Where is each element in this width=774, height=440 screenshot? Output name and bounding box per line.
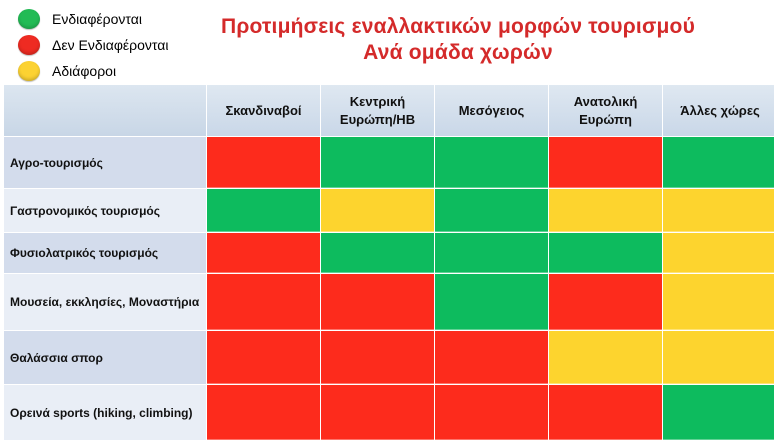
row-label: Θαλάσσια σπορ (4, 331, 206, 384)
table-cell-yellow (663, 189, 774, 232)
table-cell-yellow (663, 233, 774, 273)
green-dot-icon (18, 9, 40, 29)
table-cell-green (435, 137, 548, 188)
row-label: Αγρο-τουρισμός (4, 137, 206, 188)
table-cell-red (435, 331, 548, 384)
table-cell-red (549, 274, 662, 330)
table-cell-yellow (549, 189, 662, 232)
legend-label: Ενδιαφέρονται (52, 11, 142, 27)
table-cell-green (663, 385, 774, 440)
red-dot-icon (18, 35, 40, 55)
column-header: Άλλες χώρες (663, 85, 774, 136)
row-label: Γαστρονομικός τουρισμός (4, 189, 206, 232)
table-cell-red (321, 274, 434, 330)
table-cell-yellow (663, 331, 774, 384)
column-header: Μεσόγειος (435, 85, 548, 136)
table-cell-green (435, 189, 548, 232)
table-cell-red (207, 385, 320, 440)
table-cell-red (435, 385, 548, 440)
legend-item-interested: Ενδιαφέρονται (18, 6, 168, 32)
table-cell-red (207, 137, 320, 188)
legend-item-indifferent: Αδιάφοροι (18, 58, 168, 84)
table-cell-green (549, 233, 662, 273)
table-corner-header (4, 85, 206, 136)
row-label: Μουσεία, εκκλησίες, Μοναστήρια (4, 274, 206, 330)
chart-title: Προτιμήσεις εναλλακτικών μορφών τουρισμο… (200, 14, 716, 66)
row-label: Ορεινά sports (hiking, climbing) (4, 385, 206, 440)
table-cell-yellow (549, 331, 662, 384)
legend: Ενδιαφέρονται Δεν Ενδιαφέρονται Αδιάφορο… (18, 6, 168, 84)
column-header: Ανατολική Ευρώπη (549, 85, 662, 136)
table-cell-green (321, 233, 434, 273)
column-header: Σκανδιναβοί (207, 85, 320, 136)
column-header: Κεντρική Ευρώπη/ΗΒ (321, 85, 434, 136)
table-cell-red (549, 137, 662, 188)
table-cell-yellow (663, 274, 774, 330)
table-cell-red (207, 233, 320, 273)
table-cell-green (435, 233, 548, 273)
legend-label: Δεν Ενδιαφέρονται (52, 37, 169, 53)
legend-item-not-interested: Δεν Ενδιαφέρονται (18, 32, 168, 58)
title-line-2: Ανά ομάδα χωρών (363, 41, 553, 64)
title-line-1: Προτιμήσεις εναλλακτικών μορφών τουρισμο… (220, 15, 696, 38)
table-cell-green (207, 189, 320, 232)
table-cell-red (549, 385, 662, 440)
table-cell-green (663, 137, 774, 188)
table-cell-green (321, 137, 434, 188)
table-cell-yellow (321, 189, 434, 232)
table-cell-red (321, 331, 434, 384)
row-label: Φυσιολατρικός τουρισμός (4, 233, 206, 273)
yellow-dot-icon (18, 61, 40, 81)
table-cell-red (321, 385, 434, 440)
preference-table: Σκανδιναβοί Κεντρική Ευρώπη/ΗΒ Μεσόγειος Αν… (4, 85, 774, 440)
table-cell-red (207, 331, 320, 384)
table-cell-green (435, 274, 548, 330)
legend-label: Αδιάφοροι (52, 63, 117, 79)
table-cell-red (207, 274, 320, 330)
